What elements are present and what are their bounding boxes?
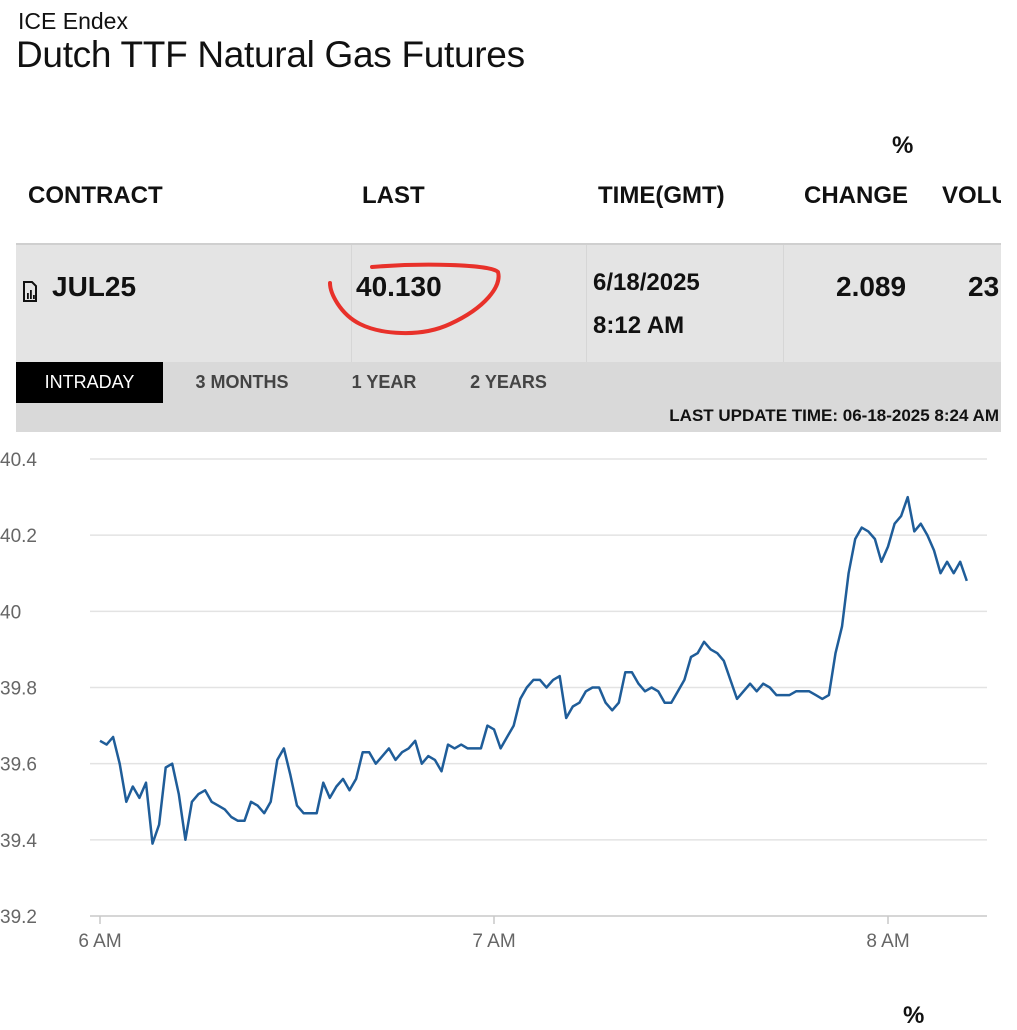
contract-link[interactable]: JUL25 [52,271,136,303]
col-header-contract: CONTRACT [28,182,163,210]
bottom-percent-header: % [903,1002,924,1030]
tab-2-years[interactable]: 2 YEARS [456,362,561,403]
last-update-time: LAST UPDATE TIME: 06-18-2025 8:24 AM [669,406,999,426]
chart-document-icon[interactable] [22,281,38,303]
tab-intraday[interactable]: INTRADAY [16,362,163,403]
y-tick-label: 39.6 [0,755,37,776]
y-tick-label: 39.4 [0,831,37,852]
y-tick-label: 39.2 [0,907,37,928]
price-line [100,497,967,843]
page-title: Dutch TTF Natural Gas Futures [16,34,525,76]
y-tick-label: 40 [0,602,21,623]
col-header-time: TIME(GMT) [598,182,725,210]
volume-value: 23 [968,271,1001,303]
percent-change: 2.089 [836,271,906,303]
time-cell [586,245,784,362]
y-tick-label: 39.8 [0,679,37,700]
tab-3-months[interactable]: 3 MONTHS [176,362,308,403]
y-tick-label: 40.4 [0,450,37,471]
col-header-volume: VOLU [942,182,1001,210]
range-tabs: INTRADAY 3 MONTHS 1 YEAR 2 YEARS LAST UP… [16,362,1001,432]
intraday-chart: 39.2 39.4 39.6 39.8 40 40.2 40.4 6 AM 7 AM 8 AM [0,440,1017,960]
tab-1-year[interactable]: 1 YEAR [334,362,434,403]
x-tick-label: 6 AM [78,931,121,952]
trade-time: 8:12 AM [593,312,684,340]
col-header-change: CHANGE [804,182,908,210]
red-circle-annotation [320,258,510,343]
x-tick-label: 7 AM [472,931,515,952]
col-header-percent: % [892,132,913,160]
contract-cell [16,245,352,362]
y-tick-label: 40.2 [0,526,37,547]
exchange-name: ICE Endex [18,8,128,35]
col-header-last: LAST [362,182,425,210]
trade-date: 6/18/2025 [593,269,700,297]
x-tick-label: 8 AM [866,931,909,952]
